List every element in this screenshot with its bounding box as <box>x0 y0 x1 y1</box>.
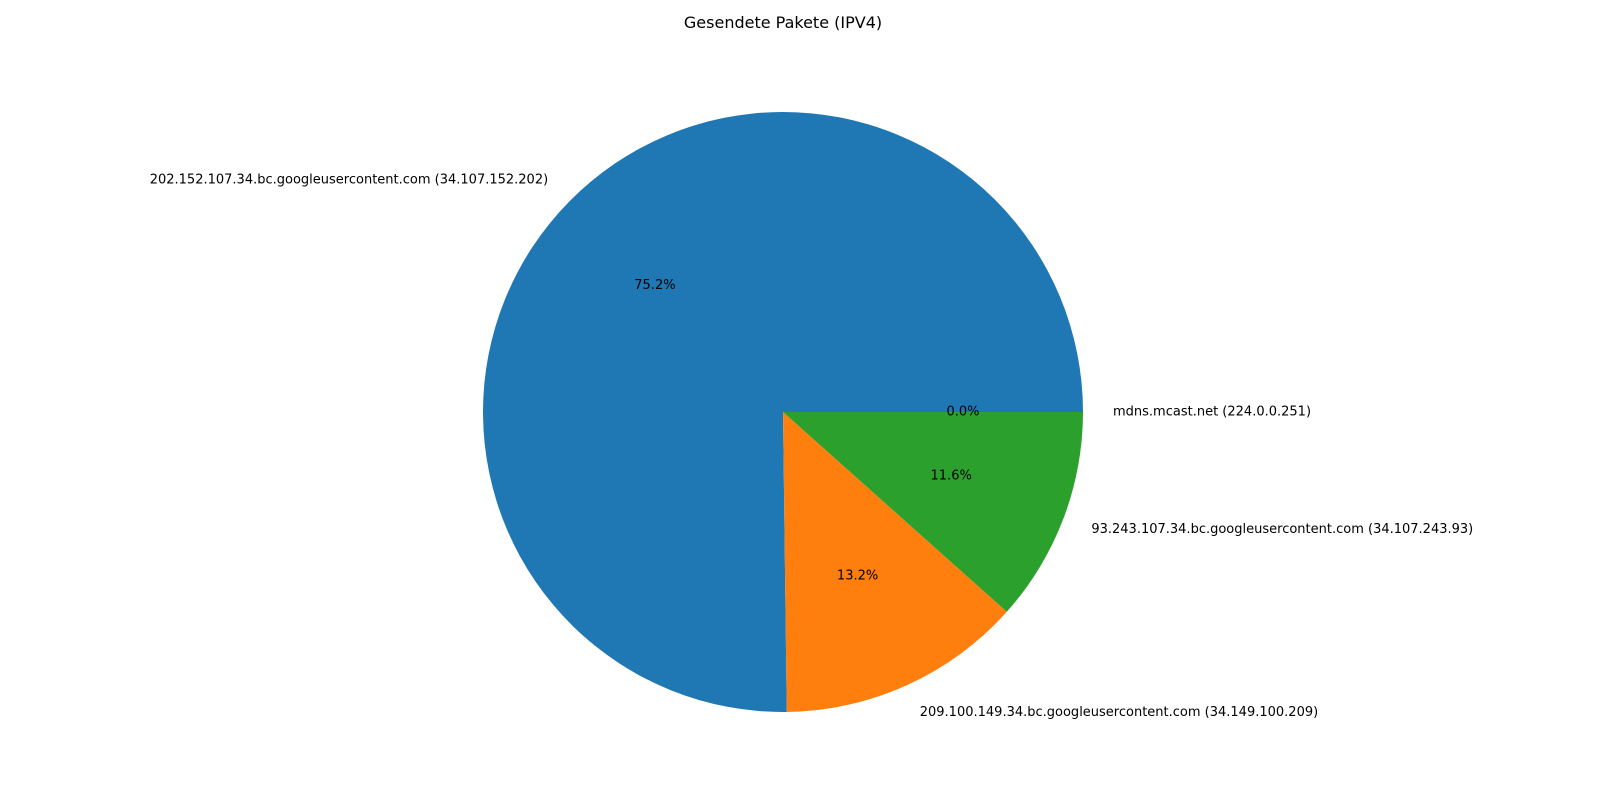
pie-slice <box>783 412 1007 712</box>
slice-label: 209.100.149.34.bc.googleusercontent.com … <box>920 705 1318 720</box>
pie-slices <box>483 112 1083 712</box>
chart-title: Gesendete Pakete (IPV4) <box>684 13 882 32</box>
slice-label: 202.152.107.34.bc.googleusercontent.com … <box>150 173 548 188</box>
slice-label: 93.243.107.34.bc.googleusercontent.com (… <box>1091 522 1473 537</box>
slice-label: mdns.mcast.net (224.0.0.251) <box>1113 405 1311 420</box>
pie-slice <box>783 412 1083 612</box>
slice-percent-label: 13.2% <box>837 568 878 583</box>
slice-percent-label: 0.0% <box>946 405 979 420</box>
slice-percent-label: 75.2% <box>634 278 675 293</box>
pie-labels: 202.152.107.34.bc.googleusercontent.com … <box>150 173 1474 720</box>
slice-percent-label: 11.6% <box>931 469 972 484</box>
